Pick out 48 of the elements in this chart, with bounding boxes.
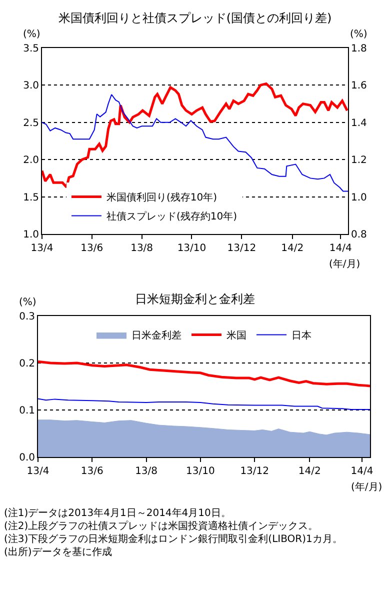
text: (注3)下段グラフの日米短期金利はロンドン銀行間取引金利(LIBOR)1カ月。 (4, 533, 344, 546)
y2-tick-label: 1.6 (351, 80, 367, 92)
y2-axis-title: (%) (350, 29, 368, 40)
y2-tick-label: 1.4 (351, 118, 367, 129)
legend-label: 米国債利回り(残存10年) (106, 192, 218, 204)
x-tick-label: 13/10 (186, 466, 215, 477)
chart-title: 米国債利回りと社債スプレッド(国債との利回り差) (58, 11, 332, 25)
y-tick-label: 0.2 (19, 358, 35, 370)
x-tick-label: 13/8 (135, 466, 158, 477)
legend-label: 社債スプレッド(残存約10年) (106, 210, 238, 223)
chart-title: 日米短期金利と金利差 (135, 292, 255, 306)
x-tick-label: 14/2 (298, 466, 321, 477)
legend-label: 米国 (226, 330, 246, 342)
text: (出所)データを基に作成 (4, 546, 113, 559)
y-tick-label: 0.3 (19, 312, 35, 322)
y2-tick-label: 1.0 (351, 192, 367, 204)
x-tick-label: 13/6 (80, 466, 104, 477)
y-tick-label: 1.0 (23, 230, 39, 240)
y2-tick-label: 1.8 (351, 44, 367, 54)
y-tick-label: 3.0 (23, 80, 39, 92)
x-tick-label: 13/6 (80, 243, 104, 254)
x-axis-title: (年/月) (329, 258, 360, 270)
legend-label: 日本 (292, 330, 312, 342)
y-tick-label: 1.5 (23, 192, 39, 204)
y2-tick-label: 1.2 (351, 155, 367, 166)
y-axis-title: (%) (19, 297, 36, 308)
x-tick-label: 13/12 (240, 466, 270, 477)
y-tick-label: 0.1 (19, 406, 35, 416)
y-axis-title: (%) (23, 29, 40, 40)
line-series (38, 398, 370, 410)
x-axis-title: (年/月) (351, 481, 382, 493)
x-tick-label: 13/12 (227, 243, 256, 254)
x-tick-label: 13/4 (30, 243, 54, 254)
x-tick-label: 13/10 (177, 243, 206, 254)
y2-tick-label: 0.8 (351, 230, 367, 240)
x-tick-label: 14/2 (281, 243, 304, 254)
legend-label: 日米金利差 (132, 330, 182, 342)
y-tick-label: 2.5 (23, 118, 39, 129)
y-tick-label: 3.5 (23, 44, 39, 54)
y-tick-label: 0.0 (19, 452, 35, 464)
y-tick-label: 2.0 (23, 155, 39, 166)
x-tick-label: 14/4 (350, 466, 374, 477)
text: (注1)データは2013年4月1日～2014年4月10日。 (4, 507, 232, 520)
text: (注2)上段グラフの社債スプレッドは米国投資適格社債インデックス。 (4, 520, 320, 533)
x-tick-label: 13/8 (130, 243, 154, 254)
x-tick-label: 13/4 (26, 466, 50, 477)
x-tick-label: 14/4 (329, 243, 352, 254)
line-series (38, 360, 370, 388)
